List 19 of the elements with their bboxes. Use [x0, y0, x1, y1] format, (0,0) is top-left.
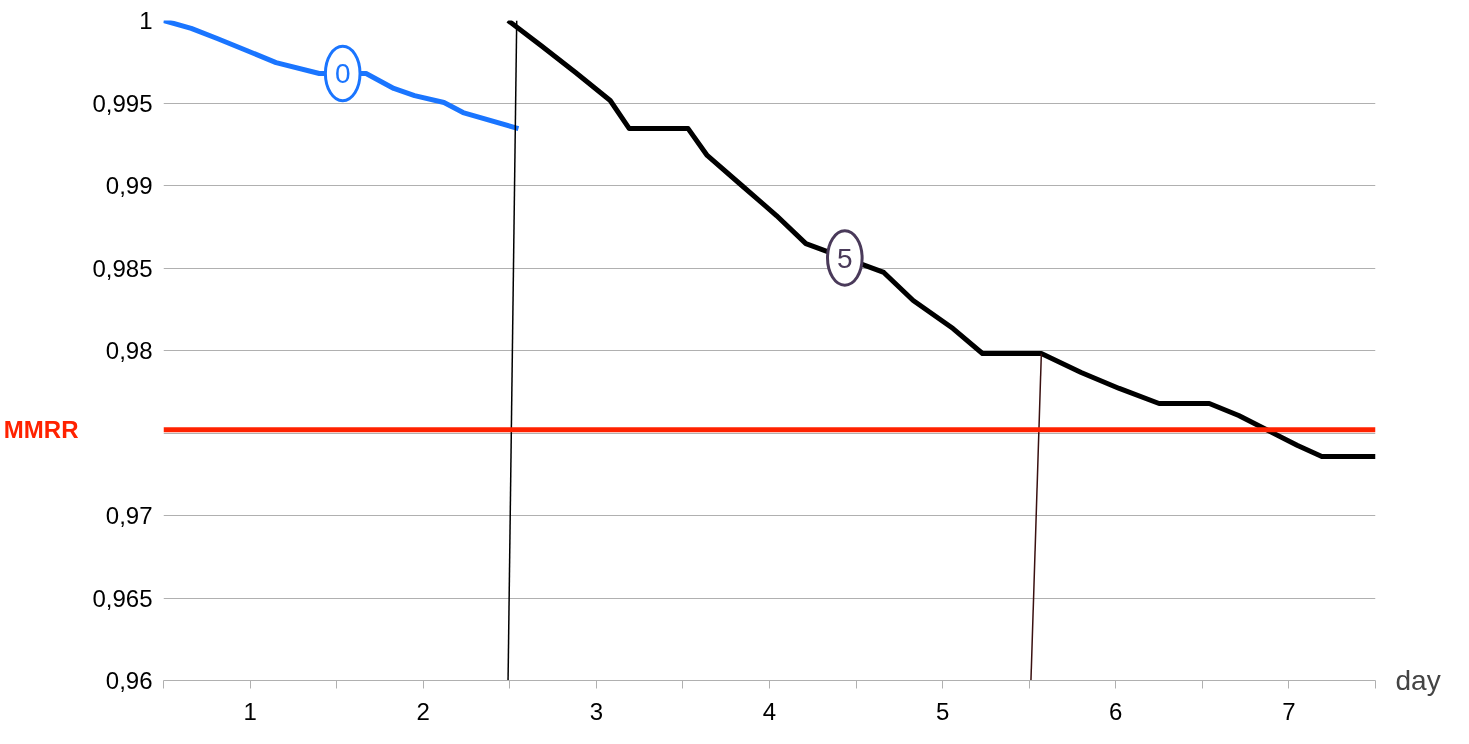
- x-tick-label: 4: [762, 697, 777, 725]
- x-tick-label: 3: [589, 697, 604, 725]
- y-tick-label: 0,985: [92, 254, 153, 282]
- x-tick-label: 6: [1109, 697, 1123, 725]
- x-tick-label: 2: [416, 697, 430, 725]
- annotation: 0: [334, 57, 351, 89]
- y-tick-label: 0,995: [92, 89, 153, 117]
- y-tick-label: 1: [139, 7, 153, 34]
- y-tick-label: 0,98: [105, 337, 153, 364]
- ref-line-label: MMRR: [3, 416, 79, 444]
- x-tick-label: 5: [935, 697, 950, 725]
- y-tick-label: 0,97: [105, 502, 153, 529]
- y-tick-label: 0,96: [105, 667, 153, 694]
- annotation: 5: [837, 242, 853, 274]
- y-tick-label: 0,965: [92, 584, 153, 612]
- x-tick-label: 1: [243, 697, 257, 725]
- x-tick-label: 7: [1282, 697, 1296, 725]
- x-axis-title: day: [1395, 665, 1441, 696]
- y-tick-label: 0,99: [105, 172, 153, 199]
